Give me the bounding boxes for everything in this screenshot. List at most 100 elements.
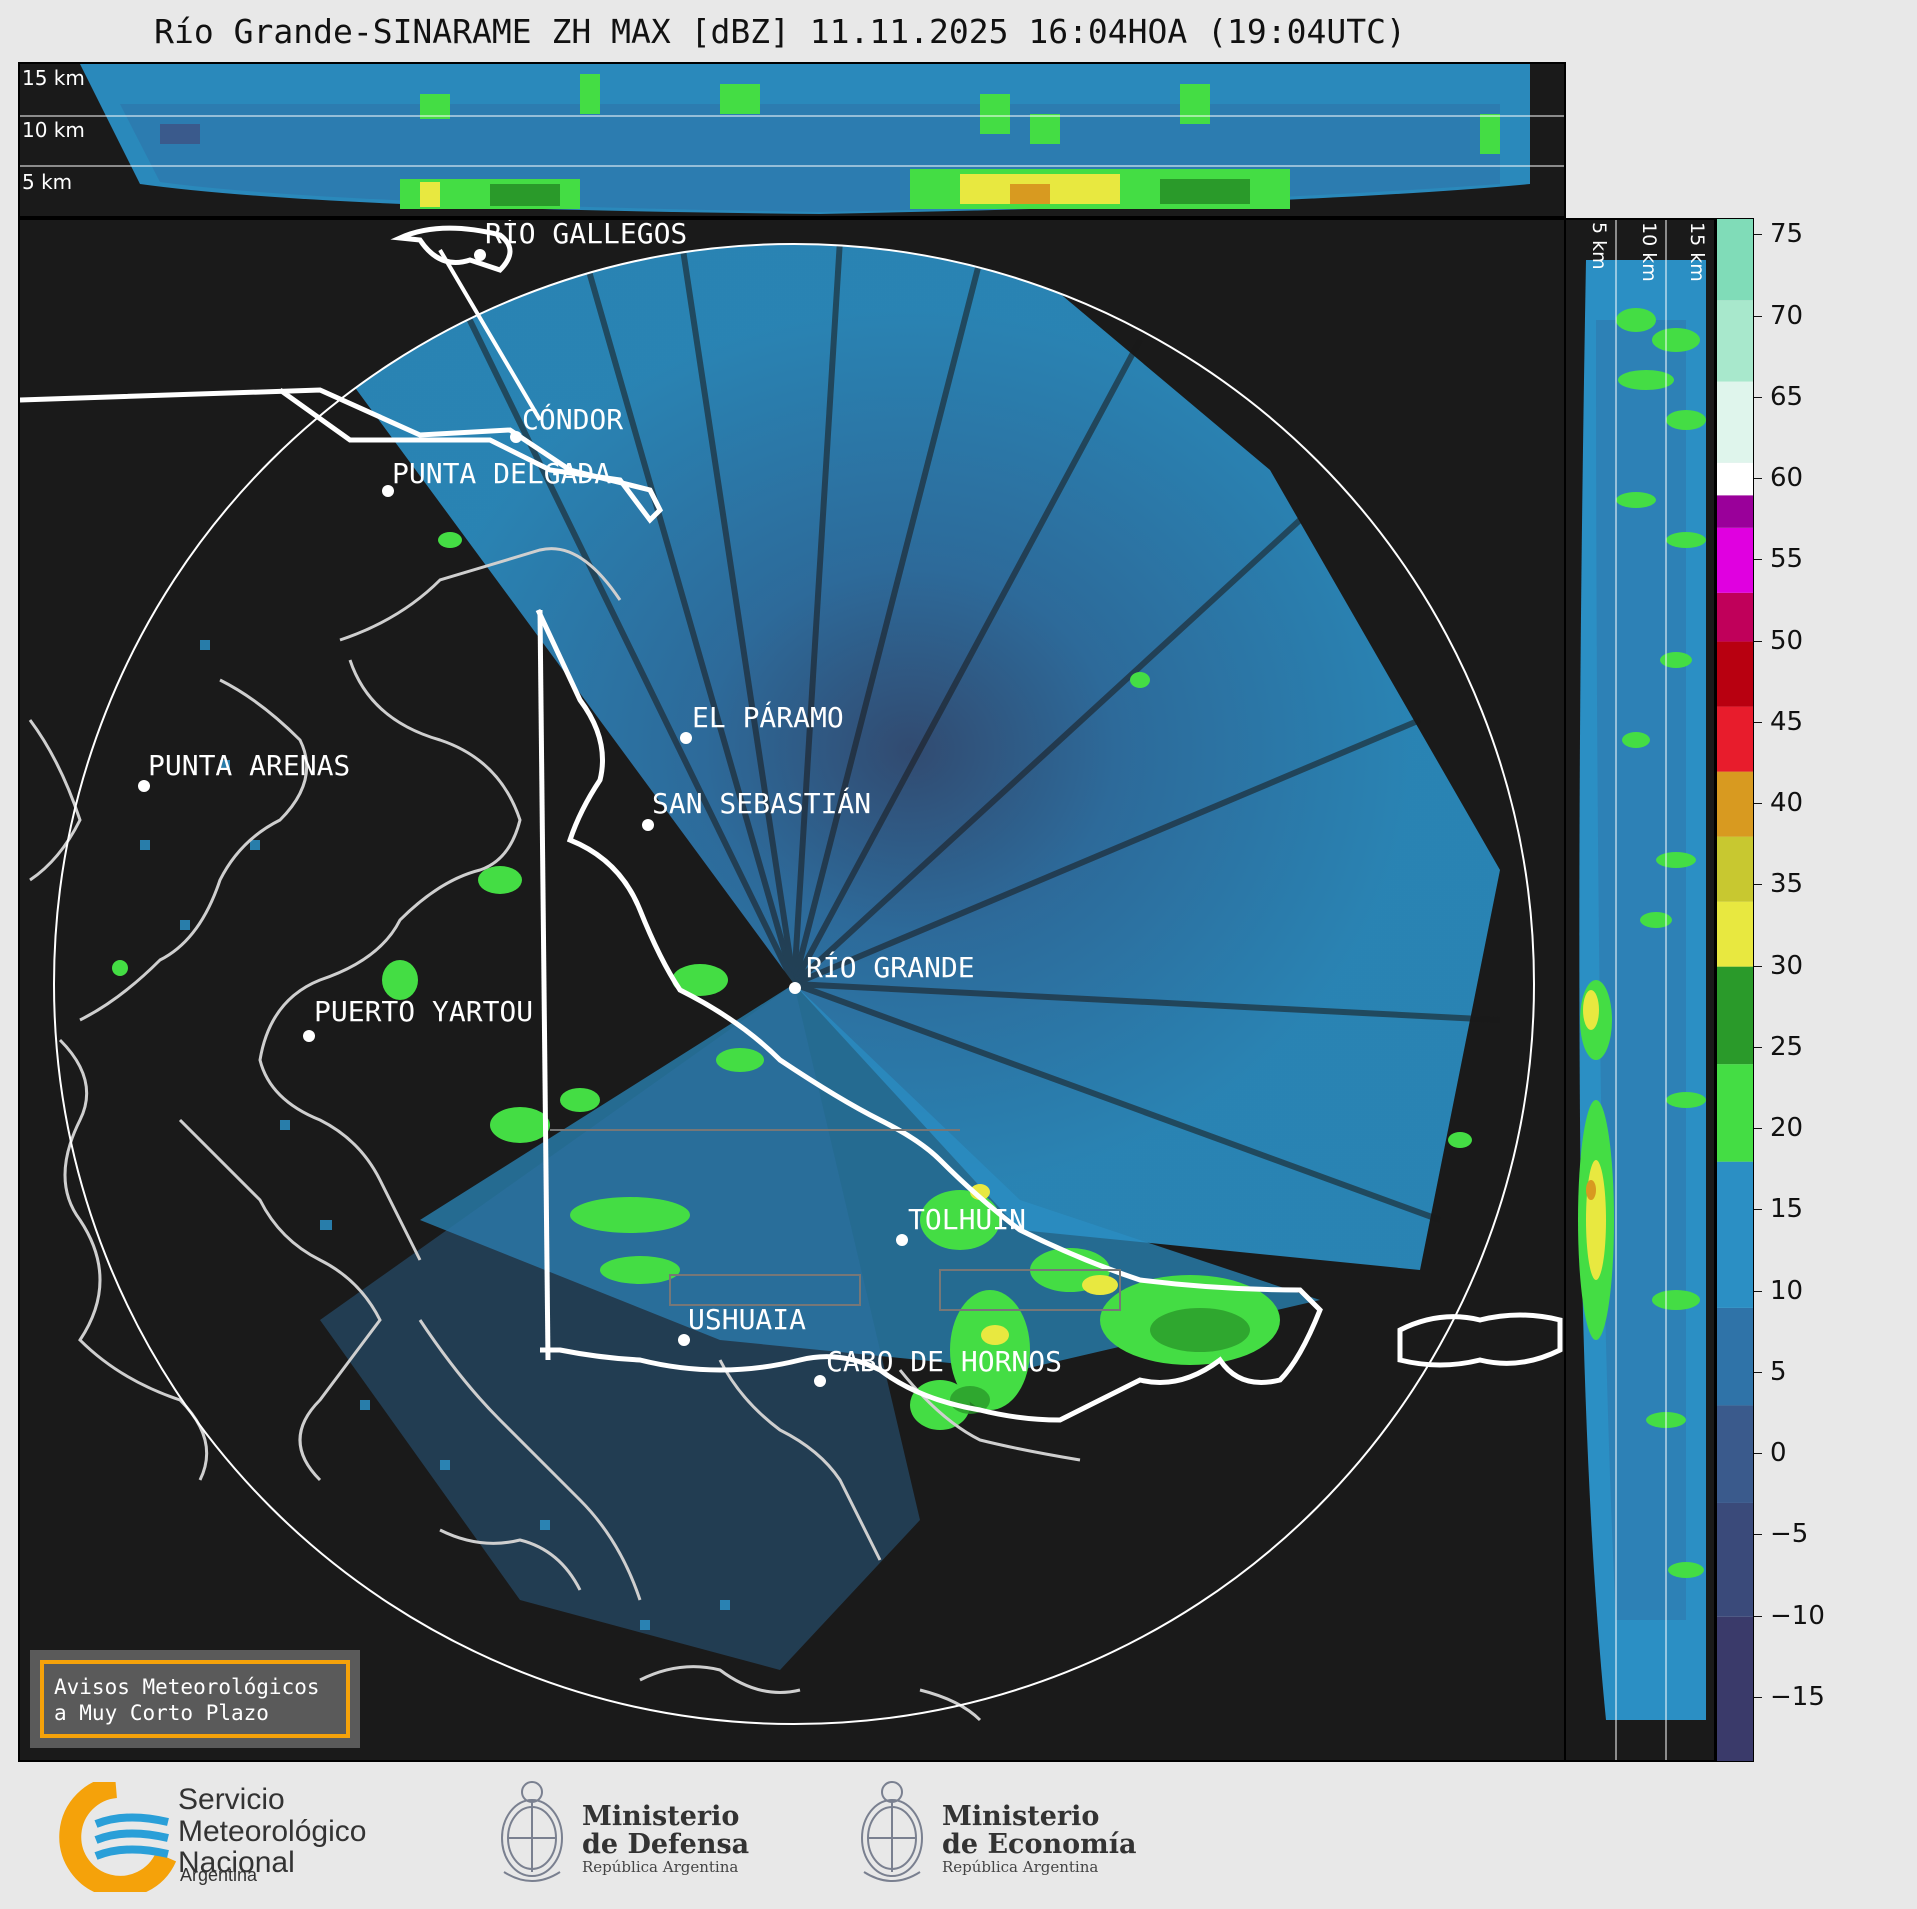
defensa-line-2: de Defensa	[582, 1829, 750, 1861]
island-outline	[20, 225, 1563, 1423]
colorbar-segment	[1717, 462, 1753, 496]
smn-logo-sub: Argentina	[180, 1865, 258, 1885]
smn-logo-text: Servicio Meteorológico Nacional	[178, 1784, 366, 1879]
colorbar-tick-mark	[1754, 1371, 1762, 1373]
colorbar-tick-label: 25	[1770, 1031, 1804, 1062]
colorbar	[1716, 218, 1754, 1762]
colorbar-tick-mark	[1754, 803, 1762, 805]
label-el-paramo: EL PÁRAMO	[692, 701, 844, 734]
label-tolhuin: TOLHUIN	[908, 1203, 1027, 1236]
smn-logo-icon	[59, 1782, 176, 1892]
label-puerto-yartou: PUERTO YARTOU	[314, 995, 534, 1028]
side-height-label-10: 10 km	[1638, 222, 1660, 282]
economia-line-1: Ministerio	[942, 1801, 1100, 1832]
label-rio-grande: RÍO GRANDE	[806, 951, 975, 984]
colorbar-tick-label: 50	[1770, 625, 1804, 656]
colorbar-segment	[1717, 966, 1753, 1065]
colorbar-tick-mark	[1754, 478, 1762, 480]
economia-logo-text: Ministerio de Economía República Argenti…	[942, 1801, 1137, 1876]
economia-seal-icon	[861, 1781, 923, 1882]
colorbar-segment	[1717, 1064, 1753, 1162]
colorbar-segment	[1717, 1161, 1753, 1308]
side-height-label-15: 15 km	[1686, 222, 1708, 282]
colorbar-segment	[1717, 771, 1753, 837]
colorbar-segment	[1717, 1307, 1753, 1406]
colorbar-tick-mark	[1754, 1453, 1762, 1455]
label-ushuaia: USHUAIA	[688, 1303, 807, 1336]
colorbar-segment	[1717, 1616, 1753, 1761]
colorbar-tick-label: 55	[1770, 544, 1804, 575]
colorbar-tick-label: 40	[1770, 788, 1804, 819]
radar-map-svg	[20, 220, 1564, 1760]
economia-sub: República Argentina	[942, 1857, 1099, 1876]
top-height-label-10: 10 km	[22, 118, 85, 142]
colorbar-tick-mark	[1754, 884, 1762, 886]
label-cabo-de-hornos: CABO DE HORNOS	[826, 1345, 1063, 1378]
colorbar-tick-mark	[1754, 1209, 1762, 1211]
colorbar-segment	[1717, 381, 1753, 463]
label-punta-delgada: PUNTA DELGADA	[392, 457, 612, 490]
defensa-line-1: Ministerio	[582, 1801, 740, 1832]
smn-line-2: Meteorológico	[178, 1814, 367, 1848]
colorbar-segment	[1717, 300, 1753, 382]
range-ring	[53, 243, 1535, 1725]
colorbar-tick-label: 0	[1770, 1438, 1787, 1469]
colorbar-tick-mark	[1754, 1290, 1762, 1292]
colorbar-tick-label: 70	[1770, 300, 1804, 331]
colorbar-tick-mark	[1754, 1696, 1762, 1698]
warning-line-1: Avisos Meteorológicos	[54, 1675, 320, 1699]
top-profile-svg	[20, 64, 1564, 216]
radar-map: RÍO GALLEGOS CÓNDOR PUNTA DELGADA EL PÁR…	[18, 218, 1566, 1762]
colorbar-tick-mark	[1754, 234, 1762, 236]
economia-line-2: de Economía	[942, 1829, 1137, 1861]
colorbar-tick-label: 20	[1770, 1113, 1804, 1144]
colorbar-tick-mark	[1754, 1615, 1762, 1617]
defensa-seal-icon	[501, 1781, 563, 1882]
colorbar-tick-label: 10	[1770, 1275, 1804, 1306]
colorbar-tick-mark	[1754, 1046, 1762, 1048]
defensa-logo-text: Ministerio de Defensa República Argentin…	[582, 1801, 750, 1876]
colorbar-tick-label: 65	[1770, 381, 1804, 412]
colorbar-tick-label: −10	[1770, 1600, 1825, 1631]
colorbar-tick-mark	[1754, 396, 1762, 398]
side-height-label-5: 5 km	[1588, 222, 1610, 270]
colorbar-tick-label: 75	[1770, 219, 1804, 250]
label-condor: CÓNDOR	[522, 403, 624, 436]
colorbar-tick-mark	[1754, 1534, 1762, 1536]
colorbar-tick-mark	[1754, 640, 1762, 642]
warning-inner: Avisos Meteorológicos a Muy Corto Plazo	[40, 1660, 350, 1738]
warning-line-2: a Muy Corto Plazo	[54, 1701, 269, 1726]
label-rio-gallegos: RÍO GALLEGOS	[485, 218, 688, 250]
radar-echoes	[112, 244, 1501, 1670]
side-profile-svg	[1566, 220, 1714, 1760]
map-title: Río Grande-SINARAME ZH MAX [dBZ] 11.11.2…	[154, 12, 1406, 51]
smn-line-3: Nacional	[178, 1846, 295, 1879]
colorbar-tick-mark	[1754, 315, 1762, 317]
colorbar-tick-mark	[1754, 965, 1762, 967]
colorbar-tick-label: 60	[1770, 463, 1804, 494]
colorbar-tick-label: 35	[1770, 869, 1804, 900]
label-san-sebastian: SAN SEBASTIÁN	[652, 787, 872, 820]
coastlines	[28, 547, 1081, 1722]
colorbar-segment	[1717, 706, 1753, 772]
colorbar-tick-mark	[1754, 1128, 1762, 1130]
colorbar-segment	[1717, 527, 1753, 593]
colorbar-segment	[1717, 836, 1753, 902]
place-markers	[138, 249, 908, 1387]
colorbar-tick-label: 30	[1770, 950, 1804, 981]
defensa-sub: República Argentina	[582, 1857, 739, 1876]
colorbar-tick-label: −15	[1770, 1681, 1825, 1712]
side-height-profile: 5 km 10 km 15 km	[1564, 218, 1716, 1762]
smn-line-1: Servicio	[178, 1783, 285, 1816]
warning-box: Avisos Meteorológicos a Muy Corto Plazo	[30, 1650, 360, 1748]
colorbar-segment	[1717, 901, 1753, 967]
label-punta-arenas: PUNTA ARENAS	[148, 749, 351, 782]
colorbar-tick-label: 5	[1770, 1356, 1787, 1387]
colorbar-tick-mark	[1754, 559, 1762, 561]
colorbar-tick-label: −5	[1770, 1519, 1809, 1550]
colorbar-segment	[1717, 641, 1753, 707]
colorbar-tick-mark	[1754, 721, 1762, 723]
top-height-label-5: 5 km	[22, 170, 73, 194]
top-height-label-15: 15 km	[22, 66, 85, 90]
colorbar-segment	[1717, 495, 1753, 528]
